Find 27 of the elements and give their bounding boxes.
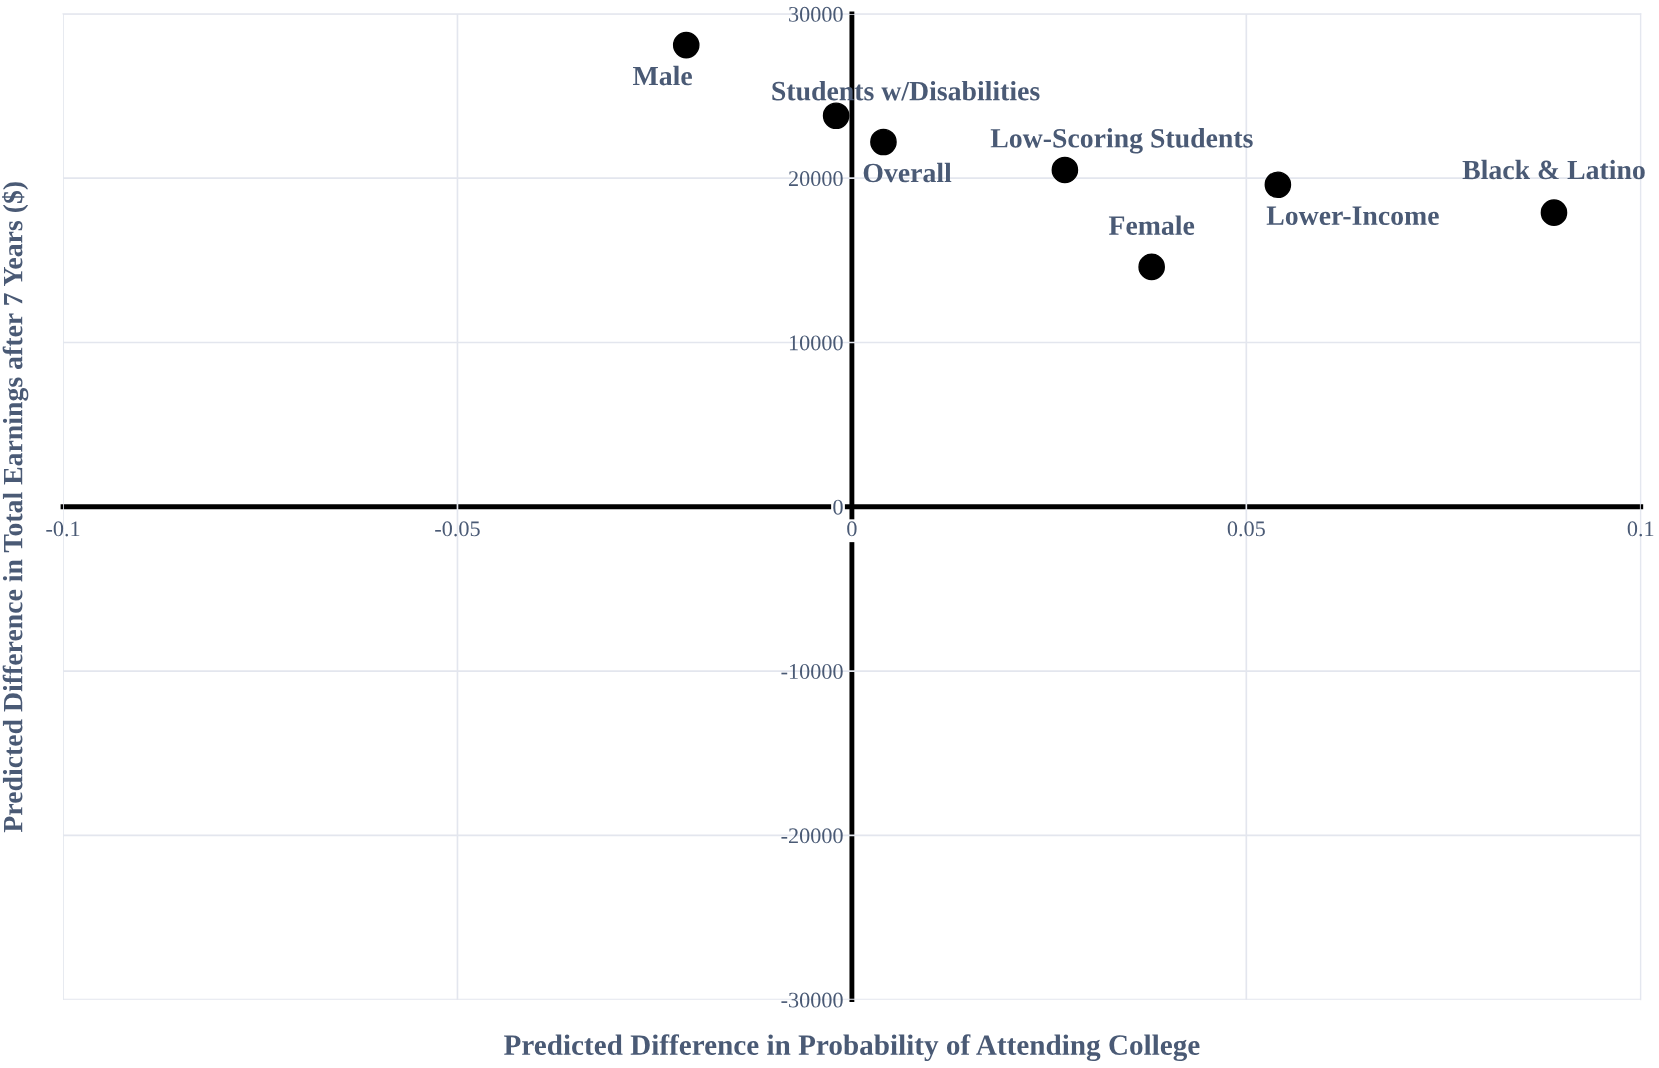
point [822, 102, 850, 130]
point [1540, 199, 1568, 226]
y-tick-label: -20000 [781, 828, 843, 844]
annotation: Low-Scoring Students [990, 128, 1253, 154]
y-tick-label: 20000 [788, 171, 843, 187]
x-tick-label: 0 [847, 521, 857, 537]
annotation: Lower-Income [1266, 206, 1439, 226]
x-tick-label: -0.05 [435, 521, 480, 537]
point [1264, 171, 1292, 199]
annotation: Black & Latino [1462, 159, 1645, 180]
point [672, 31, 700, 59]
y-tick-label: -10000 [781, 663, 843, 679]
annotation: Male [633, 65, 692, 86]
x-tick-label: 0.1 [1627, 521, 1654, 537]
annotation: Overall [863, 162, 952, 183]
x-axis-title: Predicted Difference in Probability of Attending College [504, 1034, 1200, 1062]
x-tick-label: 0.05 [1227, 521, 1265, 537]
y-axis-title: Predicted Difference in Total Earnings after 7 Years ($) [2, 182, 29, 833]
point [870, 128, 897, 156]
y-tick-label: 30000 [789, 6, 843, 22]
y-tick-label: 10000 [789, 335, 843, 351]
annotation: Female [1108, 215, 1195, 235]
y-tick-label: -30000 [781, 992, 843, 1008]
y-tick-label: 0 [833, 499, 843, 515]
point [1051, 156, 1079, 184]
x-tick-label: -0.1 [46, 521, 80, 537]
point [1138, 253, 1165, 281]
